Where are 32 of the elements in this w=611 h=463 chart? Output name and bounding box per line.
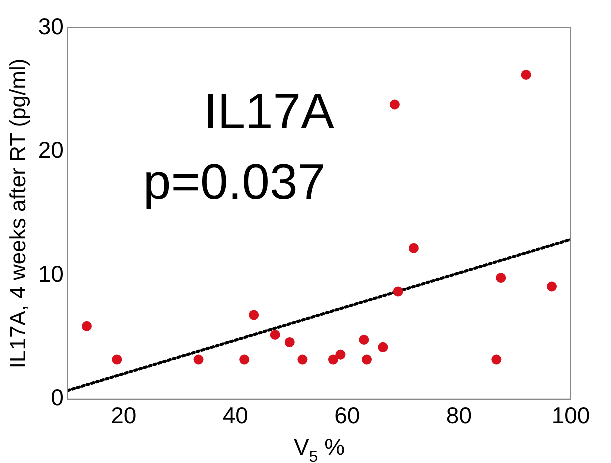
y-tick-label: 20	[38, 137, 64, 164]
point	[496, 273, 506, 284]
y-tick-label: 0	[51, 384, 64, 411]
y-axis-title: IL17A, 4 weeks after RT (pg/ml)	[5, 58, 30, 369]
point	[240, 354, 250, 365]
point	[82, 321, 92, 332]
x-tick-label: 40	[222, 402, 248, 429]
point	[521, 70, 532, 80]
point	[408, 243, 419, 254]
x-tick-label: 80	[446, 402, 472, 429]
point	[546, 282, 557, 292]
point	[298, 354, 308, 365]
point	[378, 342, 388, 352]
point	[336, 350, 346, 360]
x-tick-label: 60	[334, 402, 360, 429]
annotation: p=0.037	[143, 154, 326, 210]
point	[328, 354, 338, 365]
point	[362, 354, 372, 365]
point	[270, 330, 280, 340]
point	[492, 354, 502, 365]
point	[194, 354, 204, 365]
y-tick-label: 30	[38, 13, 64, 40]
x-tick-label: 100	[552, 402, 590, 429]
point	[249, 310, 260, 320]
point	[359, 334, 370, 345]
point	[390, 100, 400, 110]
annotation: IL17A	[204, 83, 336, 140]
y-tick-label: 10	[38, 260, 64, 287]
x-tick-label: 20	[111, 402, 137, 429]
point	[284, 337, 295, 348]
point	[393, 286, 404, 297]
point	[112, 354, 122, 365]
